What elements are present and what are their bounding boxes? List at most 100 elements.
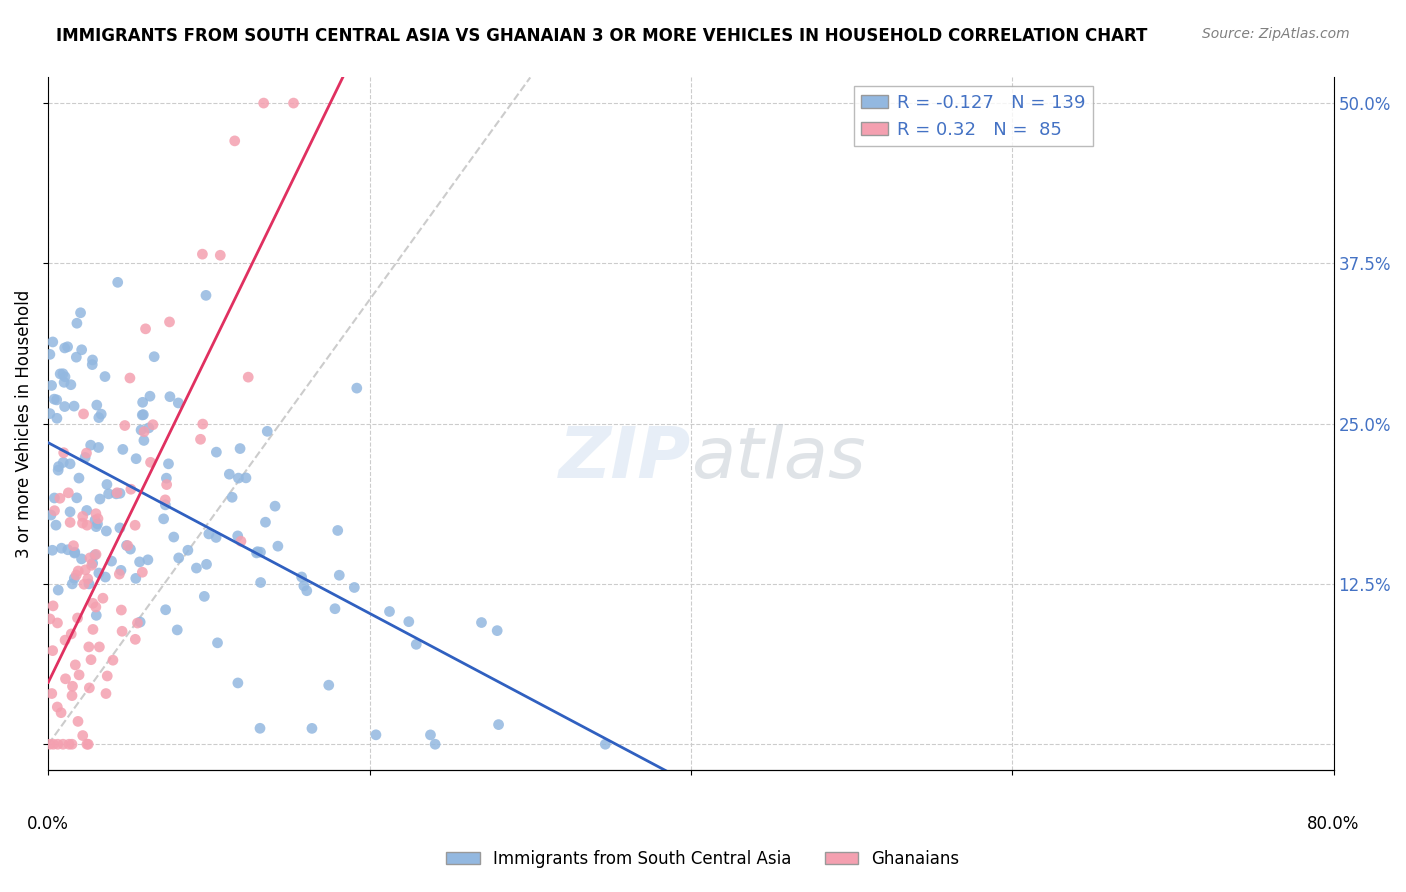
- Point: [364, 728, 387, 742]
- Point: [295, 583, 318, 598]
- Point: [195, 558, 218, 572]
- Point: [46, 615, 69, 630]
- Point: [46, 463, 69, 477]
- Point: [44, 392, 66, 406]
- Point: [110, 603, 132, 617]
- Point: [55, 672, 77, 686]
- Point: [138, 421, 160, 435]
- Point: [101, 653, 124, 667]
- Point: [249, 545, 271, 559]
- Point: [56, 542, 79, 557]
- Point: [53, 400, 76, 414]
- Point: [129, 423, 152, 437]
- Point: [108, 567, 131, 582]
- Point: [159, 315, 181, 329]
- Point: [90, 407, 112, 421]
- Text: 0.0%: 0.0%: [27, 814, 69, 833]
- Point: [131, 395, 153, 409]
- Point: [72, 509, 94, 524]
- Point: [79, 550, 101, 565]
- Point: [346, 381, 368, 395]
- Point: [139, 455, 162, 469]
- Point: [83, 548, 105, 562]
- Point: [89, 640, 111, 654]
- Point: [66, 316, 89, 330]
- Point: [120, 482, 142, 496]
- Point: [44, 491, 66, 505]
- Point: [76, 503, 98, 517]
- Point: [38, 407, 60, 421]
- Point: [60, 737, 83, 751]
- Point: [246, 544, 269, 558]
- Point: [118, 371, 141, 385]
- Point: [229, 534, 252, 549]
- Point: [163, 530, 186, 544]
- Point: [94, 570, 117, 584]
- Point: [405, 637, 427, 651]
- Point: [486, 624, 509, 638]
- Point: [86, 516, 108, 531]
- Point: [41, 378, 63, 392]
- Point: [139, 389, 162, 403]
- Point: [249, 721, 271, 735]
- Point: [66, 491, 89, 505]
- Point: [423, 737, 446, 751]
- Legend: Immigrants from South Central Asia, Ghanaians: Immigrants from South Central Asia, Ghan…: [440, 844, 966, 875]
- Point: [256, 425, 278, 439]
- Point: [157, 457, 180, 471]
- Point: [94, 687, 117, 701]
- Point: [226, 529, 249, 543]
- Point: [129, 615, 152, 629]
- Point: [167, 396, 190, 410]
- Point: [82, 596, 104, 610]
- Point: [155, 603, 177, 617]
- Point: [82, 623, 104, 637]
- Point: [283, 96, 305, 111]
- Point: [84, 599, 107, 614]
- Point: [108, 486, 131, 500]
- Point: [72, 729, 94, 743]
- Point: [186, 561, 208, 575]
- Point: [70, 343, 93, 357]
- Point: [87, 566, 110, 580]
- Point: [46, 737, 69, 751]
- Point: [228, 471, 250, 485]
- Point: [97, 487, 120, 501]
- Point: [167, 550, 190, 565]
- Point: [245, 546, 267, 560]
- Point: [48, 459, 70, 474]
- Point: [343, 581, 366, 595]
- Point: [96, 524, 118, 538]
- Point: [100, 554, 122, 568]
- Point: [132, 425, 155, 439]
- Point: [42, 599, 65, 613]
- Point: [301, 722, 323, 736]
- Point: [229, 442, 252, 456]
- Point: [63, 571, 86, 585]
- Point: [45, 518, 67, 533]
- Text: atlas: atlas: [690, 424, 866, 492]
- Point: [595, 737, 617, 751]
- Point: [205, 530, 228, 544]
- Point: [49, 491, 72, 506]
- Point: [67, 471, 90, 485]
- Point: [77, 737, 100, 751]
- Point: [62, 679, 84, 693]
- Point: [207, 636, 229, 650]
- Point: [221, 490, 243, 504]
- Point: [53, 376, 76, 390]
- Point: [72, 407, 94, 421]
- Point: [111, 442, 134, 457]
- Point: [67, 668, 90, 682]
- Point: [60, 627, 83, 641]
- Point: [253, 96, 276, 111]
- Point: [89, 491, 111, 506]
- Point: [127, 615, 149, 630]
- Point: [195, 288, 218, 302]
- Point: [62, 539, 84, 553]
- Point: [264, 499, 287, 513]
- Point: [105, 487, 128, 501]
- Point: [488, 717, 510, 731]
- Point: [52, 455, 75, 469]
- Point: [191, 417, 214, 431]
